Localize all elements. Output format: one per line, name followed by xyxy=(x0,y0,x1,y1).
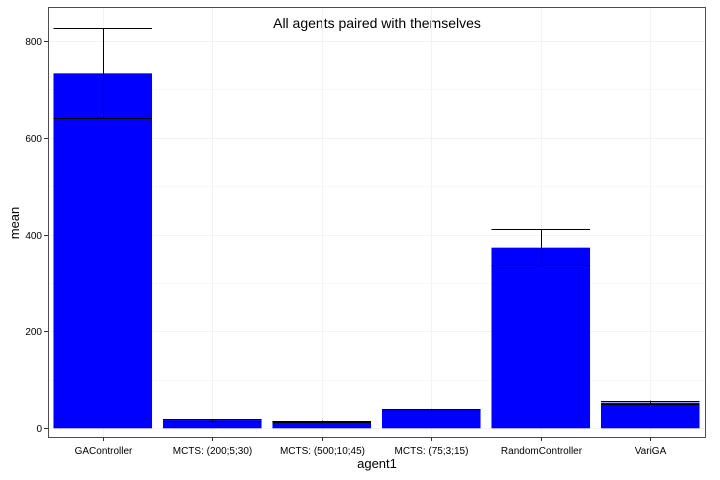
error-bar xyxy=(600,400,700,405)
y-axis-title: mean xyxy=(7,207,22,240)
y-axis: 0 200 400 600 800 xyxy=(25,37,48,435)
y-tick-label: 400 xyxy=(25,231,42,242)
bars xyxy=(53,73,700,429)
error-bar xyxy=(162,419,262,422)
x-tick-label: MCTS: (500;10;45) xyxy=(280,446,365,457)
chart-title: All agents paired with themselves xyxy=(273,15,481,31)
panel-border xyxy=(48,7,706,438)
bar xyxy=(53,73,153,429)
y-tick-label: 200 xyxy=(25,327,42,338)
x-axis: GAController MCTS: (200;5;30) MCTS: (500;1… xyxy=(75,437,667,457)
y-tick-label: 600 xyxy=(25,134,42,145)
error-bar xyxy=(381,408,481,412)
error-bar xyxy=(53,28,153,119)
y-tick-label: 0 xyxy=(36,424,42,435)
error-bar xyxy=(272,420,372,423)
bar xyxy=(491,247,591,429)
x-axis-title: agent1 xyxy=(357,456,397,471)
bar xyxy=(381,409,481,429)
error-bar xyxy=(491,229,591,266)
bar xyxy=(272,421,372,429)
bar xyxy=(600,402,700,429)
x-tick-label: MCTS: (75;3;15) xyxy=(395,446,469,457)
bar xyxy=(162,420,262,429)
x-tick-label: GAController xyxy=(75,446,133,457)
error-bars xyxy=(53,28,700,423)
x-tick-label: VariGA xyxy=(635,446,667,457)
x-tick-label: MCTS: (200;5;30) xyxy=(173,446,252,457)
y-tick-label: 800 xyxy=(25,37,42,48)
x-tick-label: RandomController xyxy=(501,446,583,457)
